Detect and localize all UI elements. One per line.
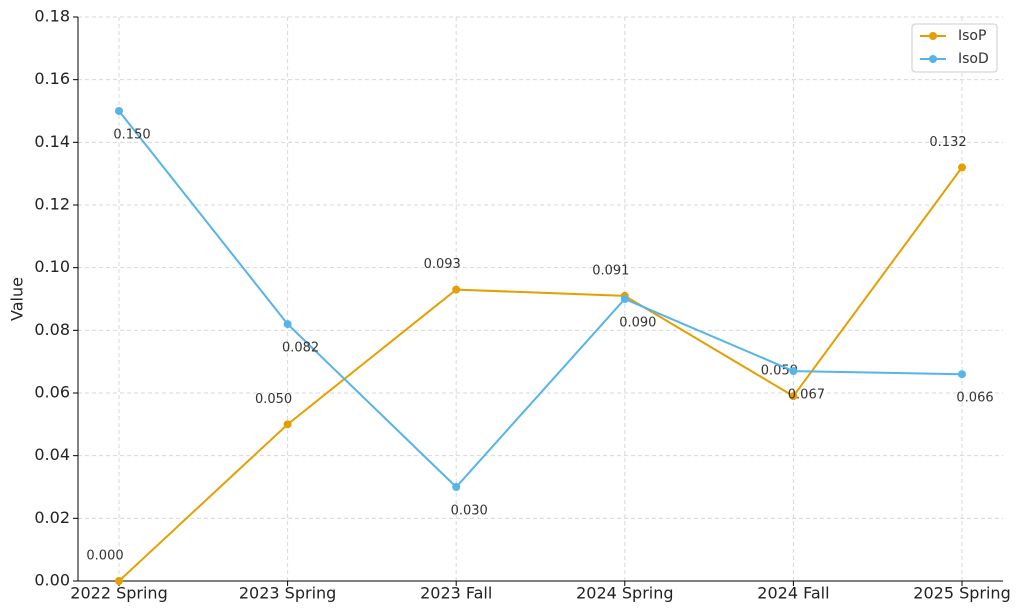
y-tick-label: 0.02: [34, 508, 70, 527]
data-point: [958, 370, 966, 379]
value-label: 0.150: [113, 128, 150, 143]
value-label: 0.066: [956, 391, 993, 406]
value-label: 0.090: [619, 316, 656, 331]
legend-label: IsoP: [958, 28, 986, 44]
data-point: [452, 285, 461, 294]
x-tick-label: 2024 Fall: [757, 584, 829, 603]
y-tick-label: 0.14: [34, 132, 70, 151]
y-tick-label: 0.00: [34, 571, 70, 590]
value-label: 0.059: [761, 364, 798, 379]
x-tick-label: 2024 Spring: [576, 584, 673, 603]
data-point: [789, 367, 798, 376]
y-tick-label: 0.04: [34, 445, 70, 464]
value-label: 0.050: [255, 392, 292, 407]
value-label: 0.093: [424, 257, 461, 272]
x-tick-label: 2023 Fall: [420, 584, 492, 603]
y-tick-label: 0.06: [34, 383, 70, 402]
data-point: [283, 420, 292, 429]
series-line: [118, 166, 963, 582]
y-tick-label: 0.12: [34, 195, 70, 214]
y-tick-label: 0.18: [34, 7, 70, 26]
y-tick-label: 0.10: [34, 257, 70, 276]
value-label: 0.132: [929, 135, 966, 150]
y-tick-label: 0.08: [34, 320, 70, 339]
y-axis-label: Value: [8, 277, 27, 321]
legend: IsoP IsoD: [911, 23, 998, 73]
value-label: 0.000: [86, 549, 123, 564]
value-label: 0.030: [451, 504, 488, 519]
x-tick-label: 2025 Spring: [913, 584, 1010, 603]
legend-marker: [929, 32, 937, 40]
legend-label: IsoD: [958, 51, 989, 67]
x-tick-label: 2022 Spring: [70, 584, 167, 603]
data-point: [789, 392, 798, 401]
data-point: [283, 320, 292, 329]
data-point: [620, 295, 629, 303]
value-label: 0.091: [592, 263, 629, 278]
value-label: 0.067: [788, 388, 825, 403]
legend-marker: [929, 55, 937, 63]
data-point: [958, 163, 966, 172]
x-tick-label: 2023 Spring: [239, 584, 336, 603]
data-point: [452, 483, 461, 491]
y-tick-label: 0.16: [34, 69, 70, 88]
value-label: 0.082: [282, 341, 319, 356]
data-point: [115, 577, 123, 585]
series-line: [118, 110, 963, 489]
data-point: [115, 107, 123, 115]
